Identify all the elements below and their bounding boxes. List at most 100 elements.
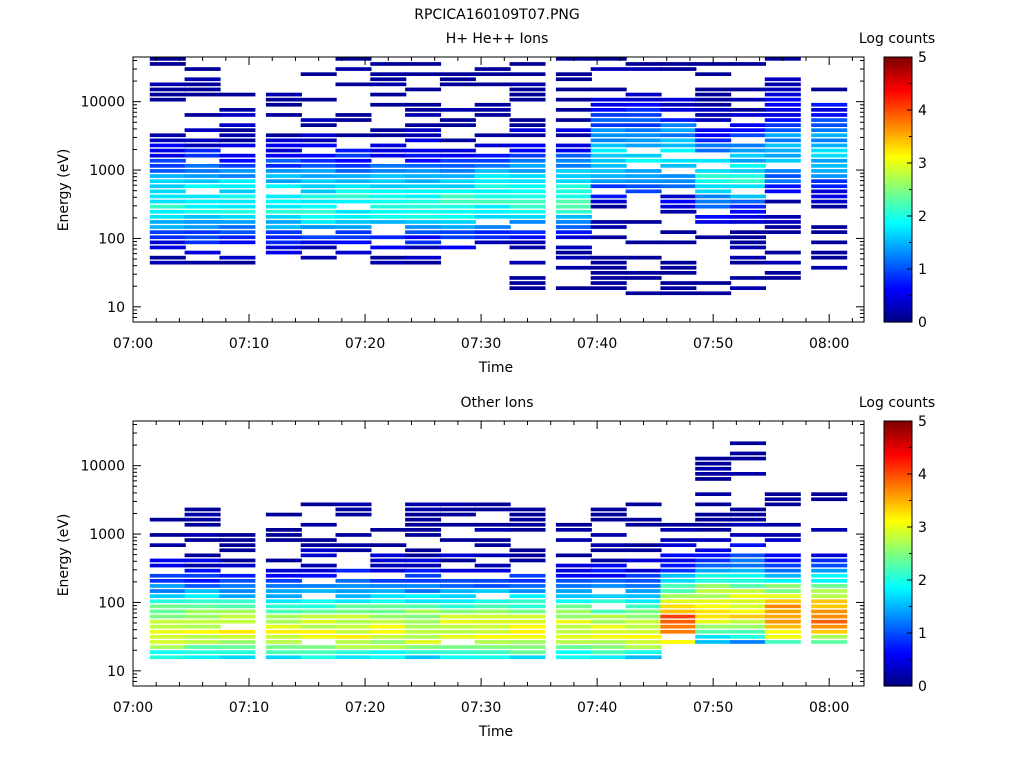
heatmap-cell [474, 189, 511, 194]
heatmap-cell [695, 492, 732, 496]
colorbar-swatch [884, 593, 912, 597]
heatmap-cell [811, 609, 848, 614]
heatmap-cell [811, 579, 848, 583]
heatmap-cell [219, 655, 256, 660]
colorbar-swatch [884, 173, 912, 177]
heatmap-cell [509, 164, 546, 168]
colorbar-tick-label: 5 [918, 414, 927, 430]
heatmap-cell [370, 199, 407, 204]
x-tick-label: 08:00 [809, 700, 849, 716]
heatmap-cell [370, 102, 407, 107]
heatmap-cell [439, 245, 476, 250]
heatmap-cell [474, 619, 511, 624]
heatmap-cell [300, 553, 337, 558]
heatmap-cell [184, 225, 221, 229]
colorbar-swatch [884, 94, 912, 98]
heatmap-cell [370, 558, 407, 563]
heatmap-cell [660, 573, 697, 578]
colorbar-tick-label: 3 [918, 520, 927, 536]
heatmap-cell [509, 123, 546, 127]
colorbar-swatch [884, 423, 912, 427]
heatmap-cell [590, 573, 627, 578]
heatmap-cell [335, 502, 372, 507]
heatmap-cell [590, 255, 627, 260]
heatmap-cell [590, 548, 627, 553]
colorbar-swatch [884, 308, 912, 312]
heatmap-cell [764, 143, 801, 148]
heatmap-cell [555, 614, 592, 619]
heatmap-cell [265, 650, 302, 654]
heatmap-cell [660, 522, 697, 527]
heatmap-cell [555, 230, 592, 234]
heatmap-cell [509, 199, 546, 204]
colorbar-swatch [884, 450, 912, 454]
heatmap-cell [335, 543, 372, 547]
heatmap-cell [474, 164, 511, 168]
heatmap-cell [335, 604, 372, 609]
heatmap-cell [555, 87, 592, 92]
heatmap-cell [811, 164, 848, 168]
heatmap-cell [219, 169, 256, 173]
heatmap-cell [730, 456, 766, 461]
heatmap-cell [555, 220, 592, 224]
heatmap-cell [300, 543, 337, 547]
panel-title: H+ He++ Ions [446, 31, 549, 47]
heatmap-cell [405, 568, 442, 573]
heatmap-cell [695, 199, 732, 204]
heatmap-cell [764, 102, 801, 107]
heatmap-cell [764, 250, 801, 255]
heatmap-cell [590, 629, 627, 634]
heatmap-cell [184, 153, 221, 158]
heatmap-cell [335, 589, 372, 593]
heatmap-cell [730, 220, 766, 224]
heatmap-cell [370, 650, 407, 654]
colorbar-tick-label: 2 [918, 573, 927, 589]
x-tick-label: 07:30 [461, 336, 501, 352]
heatmap-cell [300, 72, 337, 76]
heatmap-cell [149, 62, 186, 66]
heatmap-cell [695, 579, 732, 583]
colorbar-swatch [884, 271, 912, 275]
heatmap-cell [695, 640, 732, 644]
heatmap-cell [555, 184, 592, 189]
heatmap-cell [660, 128, 697, 132]
heatmap-cell [509, 553, 546, 558]
heatmap-cell [625, 220, 662, 224]
heatmap-cell [811, 113, 848, 117]
heatmap-cell [439, 604, 476, 609]
colorbar-swatch [884, 112, 912, 116]
heatmap-cell [625, 128, 662, 132]
heatmap-cell [149, 563, 186, 568]
heatmap-cell [219, 609, 256, 614]
heatmap-cell [695, 169, 732, 173]
heatmap-cell [405, 584, 442, 588]
colorbar-swatch [884, 577, 912, 581]
heatmap-cell [149, 589, 186, 593]
heatmap-cell [695, 87, 732, 92]
colorbar-swatch [884, 587, 912, 592]
y-tick-label: 10000 [80, 95, 125, 111]
heatmap-cell [439, 179, 476, 183]
heatmap-cell [509, 635, 546, 639]
colorbar-swatch [884, 537, 912, 541]
heatmap-cell [219, 629, 256, 634]
colorbar-swatch [884, 500, 912, 504]
heatmap-cell [509, 619, 546, 624]
heatmap-cell [439, 72, 476, 76]
heatmap-cell [660, 281, 697, 285]
heatmap-cell [335, 82, 372, 87]
heatmap-cell [660, 194, 697, 199]
heatmap-cell [474, 589, 511, 593]
heatmap-cell [405, 158, 442, 163]
heatmap-cell [405, 599, 442, 604]
heatmap-cell [660, 528, 697, 532]
colorbar-swatch [884, 168, 912, 172]
heatmap-cell [265, 619, 302, 624]
heatmap-cell [730, 153, 766, 158]
colorbar-swatch [884, 574, 912, 578]
colorbar-swatch [884, 614, 912, 618]
heatmap-cell [695, 72, 732, 76]
colorbar-swatch [884, 229, 912, 233]
colorbar-swatch [884, 78, 912, 82]
heatmap-cell [300, 609, 337, 614]
